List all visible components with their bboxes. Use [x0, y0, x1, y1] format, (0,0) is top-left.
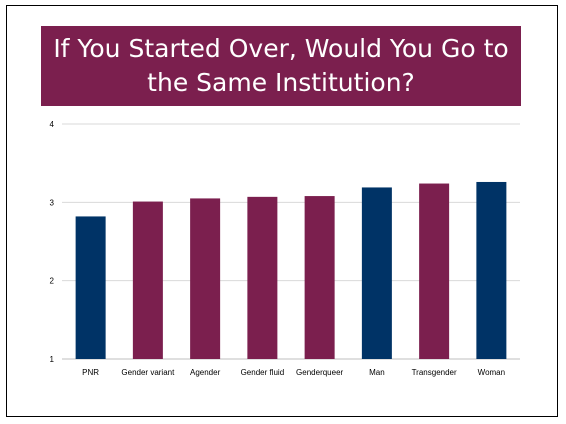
bar-gender-fluid — [247, 196, 278, 359]
x-axis-ticks: PNR Gender variant Agender Gender fluid Gend… — [82, 368, 505, 377]
bar-man — [361, 187, 392, 359]
x-tick-label: Man — [369, 368, 385, 377]
chart-bars — [75, 181, 507, 359]
x-tick-label: Transgender — [412, 368, 457, 377]
x-tick-label: Gender variant — [121, 368, 175, 377]
y-tick-label: 3 — [50, 198, 55, 207]
x-tick-label: Genderqueer — [296, 368, 343, 377]
x-tick-label: Woman — [478, 368, 505, 377]
x-tick-label: PNR — [82, 368, 99, 377]
y-axis-ticks: 1 2 3 4 — [50, 120, 55, 364]
y-tick-label: 2 — [50, 277, 55, 286]
y-tick-label: 4 — [50, 120, 55, 129]
chart-gridlines — [62, 123, 520, 360]
bar-transgender — [419, 183, 450, 359]
bar-genderqueer — [304, 196, 335, 359]
slide-title: If You Started Over, Would You Go to the… — [53, 34, 509, 97]
x-tick-label: Agender — [190, 368, 221, 377]
y-tick-label: 1 — [50, 355, 55, 364]
bar-pnr — [75, 216, 106, 359]
bar-woman — [476, 181, 507, 359]
bar-gender-variant — [132, 201, 163, 359]
bar-agender — [190, 198, 221, 359]
x-tick-label: Gender fluid — [241, 368, 285, 377]
slide-title-banner: If You Started Over, Would You Go to the… — [41, 26, 521, 106]
